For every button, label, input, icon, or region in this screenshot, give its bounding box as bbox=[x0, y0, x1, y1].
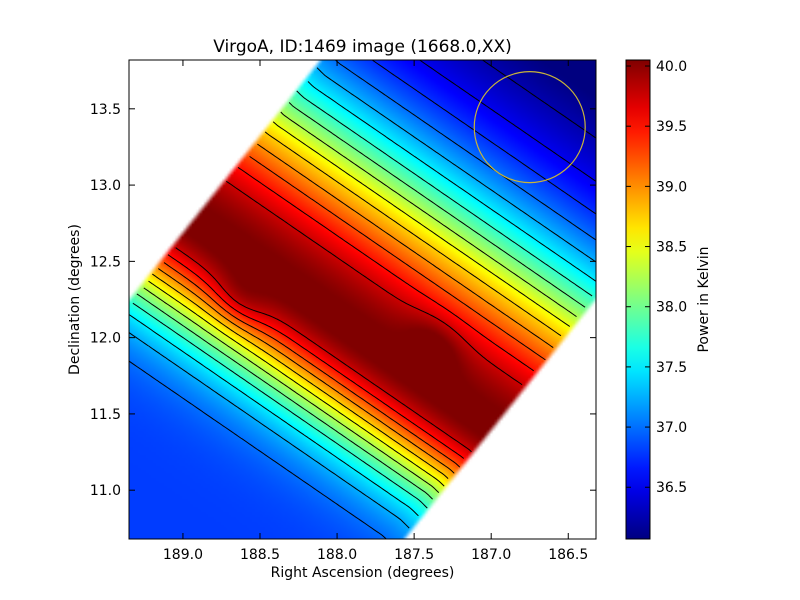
y-tick-label: 13.5 bbox=[90, 102, 121, 118]
contour-line bbox=[129, 81, 596, 517]
contour-line bbox=[148, 121, 571, 487]
colorbar-tick-label: 40.0 bbox=[656, 59, 687, 75]
y-axis-label: Declination (degrees) bbox=[67, 224, 83, 375]
contour-line bbox=[175, 180, 523, 453]
colorbar-label: Power in Kelvin bbox=[696, 246, 712, 352]
x-tick-label: 188.0 bbox=[317, 547, 357, 563]
contour-line bbox=[371, 60, 596, 215]
contour-line bbox=[129, 67, 596, 529]
colorbar-tick-label: 39.5 bbox=[656, 119, 687, 135]
contour-lines bbox=[129, 60, 596, 539]
x-axis-label: Right Ascension (degrees) bbox=[271, 565, 455, 581]
colorbar-tick-label: 36.5 bbox=[656, 480, 687, 496]
colorbar-tick-label: 37.5 bbox=[656, 360, 687, 376]
x-tick-label: 186.5 bbox=[548, 547, 588, 563]
colorbar-tick-label: 38.5 bbox=[656, 240, 687, 256]
y-tick-label: 13.0 bbox=[90, 178, 121, 194]
contour-line bbox=[158, 143, 554, 474]
beam-circle bbox=[473, 71, 586, 184]
chart-title: VirgoA, ID:1469 image (1668.0,XX) bbox=[213, 37, 512, 57]
contour-line bbox=[152, 131, 562, 479]
y-tick-label: 11.0 bbox=[90, 483, 121, 499]
x-axis: 189.0 188.5 188.0 187.5 187.0 186.5 bbox=[163, 60, 588, 563]
colorbar-ticks: 36.5 37.0 37.5 38.0 38.5 39.0 39.5 40.0 bbox=[626, 59, 687, 496]
plot-area: 189.0 188.5 188.0 187.5 187.0 186.5 11.011.51… bbox=[90, 59, 597, 563]
y-tick-label: 11.5 bbox=[90, 407, 121, 423]
x-tick-label: 188.5 bbox=[240, 547, 280, 563]
contour-line bbox=[163, 155, 546, 468]
contour-line bbox=[132, 90, 593, 509]
y-tick-label: 12.5 bbox=[90, 254, 121, 270]
colorbar-tick-label: 37.0 bbox=[656, 420, 687, 436]
x-tick-label: 189.0 bbox=[163, 547, 203, 563]
y-tick-label: 12.0 bbox=[90, 331, 121, 347]
heatmap-image bbox=[129, 60, 596, 539]
colorbar-frame bbox=[625, 59, 651, 540]
contour-line bbox=[143, 111, 577, 493]
plot-frame bbox=[128, 59, 597, 540]
colorbar-tick-label: 39.0 bbox=[656, 179, 687, 195]
colorbar-gradient bbox=[626, 60, 650, 539]
contour-line bbox=[136, 102, 586, 500]
x-tick-label: 187.5 bbox=[394, 547, 434, 563]
colorbar: 36.5 37.0 37.5 38.0 38.5 39.0 39.5 40.0 bbox=[625, 59, 687, 540]
x-tick-label: 187.0 bbox=[471, 547, 511, 563]
contour-line bbox=[167, 166, 534, 459]
colorbar-tick-label: 38.0 bbox=[656, 300, 687, 316]
y-axis: 11.0 11.5 12.0 12.5 13.0 13.5 bbox=[90, 102, 596, 499]
